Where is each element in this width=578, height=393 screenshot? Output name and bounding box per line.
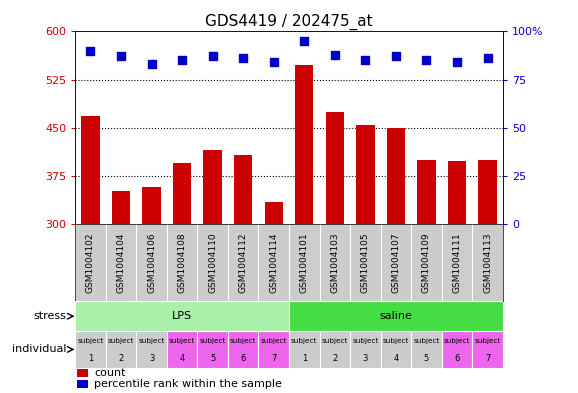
Point: [483, 55, 492, 62]
Point: [422, 57, 431, 64]
Text: subject: subject: [352, 338, 379, 344]
Text: 4: 4: [393, 354, 399, 363]
Text: GSM1004105: GSM1004105: [361, 232, 370, 293]
Text: GSM1004101: GSM1004101: [300, 232, 309, 293]
Point: [361, 57, 370, 64]
Text: LPS: LPS: [172, 311, 192, 321]
Bar: [77, 369, 88, 377]
Bar: [203, 150, 222, 224]
Text: GSM1004112: GSM1004112: [239, 233, 247, 293]
Text: subject: subject: [321, 338, 348, 344]
Bar: [75, 331, 106, 368]
Bar: [356, 125, 375, 224]
Bar: [295, 65, 313, 224]
Bar: [387, 128, 405, 224]
Text: subject: subject: [444, 338, 470, 344]
Text: count: count: [94, 368, 126, 378]
Bar: [167, 331, 197, 368]
Point: [391, 53, 401, 60]
Text: GSM1004104: GSM1004104: [117, 233, 125, 293]
Text: GSM1004114: GSM1004114: [269, 233, 278, 293]
Text: 1: 1: [302, 354, 307, 363]
Bar: [258, 331, 289, 368]
Bar: [448, 161, 466, 224]
Text: 7: 7: [485, 354, 490, 363]
Text: GSM1004106: GSM1004106: [147, 232, 156, 293]
Bar: [75, 301, 289, 331]
Bar: [289, 331, 320, 368]
Bar: [228, 331, 258, 368]
Point: [116, 53, 125, 60]
Text: stress: stress: [34, 311, 66, 321]
Text: saline: saline: [380, 311, 412, 321]
Point: [239, 55, 248, 62]
Bar: [265, 202, 283, 224]
Text: 3: 3: [362, 354, 368, 363]
Text: subject: subject: [199, 338, 226, 344]
Bar: [417, 160, 436, 224]
Text: GSM1004102: GSM1004102: [86, 233, 95, 293]
Point: [453, 59, 462, 65]
Bar: [77, 380, 88, 388]
Text: GSM1004107: GSM1004107: [391, 232, 401, 293]
Text: subject: subject: [291, 338, 317, 344]
Title: GDS4419 / 202475_at: GDS4419 / 202475_at: [205, 14, 373, 30]
Bar: [234, 155, 253, 224]
Text: subject: subject: [77, 338, 103, 344]
Text: 2: 2: [118, 354, 124, 363]
Text: subject: subject: [230, 338, 257, 344]
Text: 6: 6: [240, 354, 246, 363]
Bar: [479, 160, 497, 224]
Bar: [106, 331, 136, 368]
Bar: [173, 163, 191, 224]
Bar: [142, 187, 161, 224]
Text: 5: 5: [210, 354, 215, 363]
Text: subject: subject: [475, 338, 501, 344]
Text: percentile rank within the sample: percentile rank within the sample: [94, 379, 282, 389]
Text: 1: 1: [88, 354, 93, 363]
Bar: [325, 112, 344, 224]
Bar: [350, 331, 381, 368]
Bar: [112, 191, 130, 224]
Bar: [81, 116, 99, 224]
Text: subject: subject: [261, 338, 287, 344]
Text: subject: subject: [169, 338, 195, 344]
Text: GSM1004103: GSM1004103: [331, 232, 339, 293]
Text: GSM1004109: GSM1004109: [422, 232, 431, 293]
Point: [269, 59, 279, 65]
Text: subject: subject: [108, 338, 134, 344]
Bar: [472, 331, 503, 368]
Text: 4: 4: [179, 354, 185, 363]
Point: [147, 61, 156, 67]
Text: individual: individual: [12, 344, 66, 354]
Bar: [320, 331, 350, 368]
Text: subject: subject: [413, 338, 440, 344]
Text: 3: 3: [149, 354, 154, 363]
Bar: [136, 331, 167, 368]
Point: [177, 57, 187, 64]
Bar: [381, 331, 411, 368]
Text: GSM1004110: GSM1004110: [208, 232, 217, 293]
Text: 2: 2: [332, 354, 338, 363]
Bar: [289, 301, 503, 331]
Text: GSM1004108: GSM1004108: [177, 232, 187, 293]
Text: GSM1004113: GSM1004113: [483, 232, 492, 293]
Point: [208, 53, 217, 60]
Bar: [197, 331, 228, 368]
Text: subject: subject: [138, 338, 165, 344]
Bar: [411, 331, 442, 368]
Bar: [442, 331, 472, 368]
Text: 7: 7: [271, 354, 276, 363]
Text: 6: 6: [454, 354, 460, 363]
Point: [330, 51, 339, 58]
Text: GSM1004111: GSM1004111: [453, 232, 461, 293]
Point: [86, 48, 95, 54]
Point: [299, 38, 309, 44]
Text: subject: subject: [383, 338, 409, 344]
Text: 5: 5: [424, 354, 429, 363]
